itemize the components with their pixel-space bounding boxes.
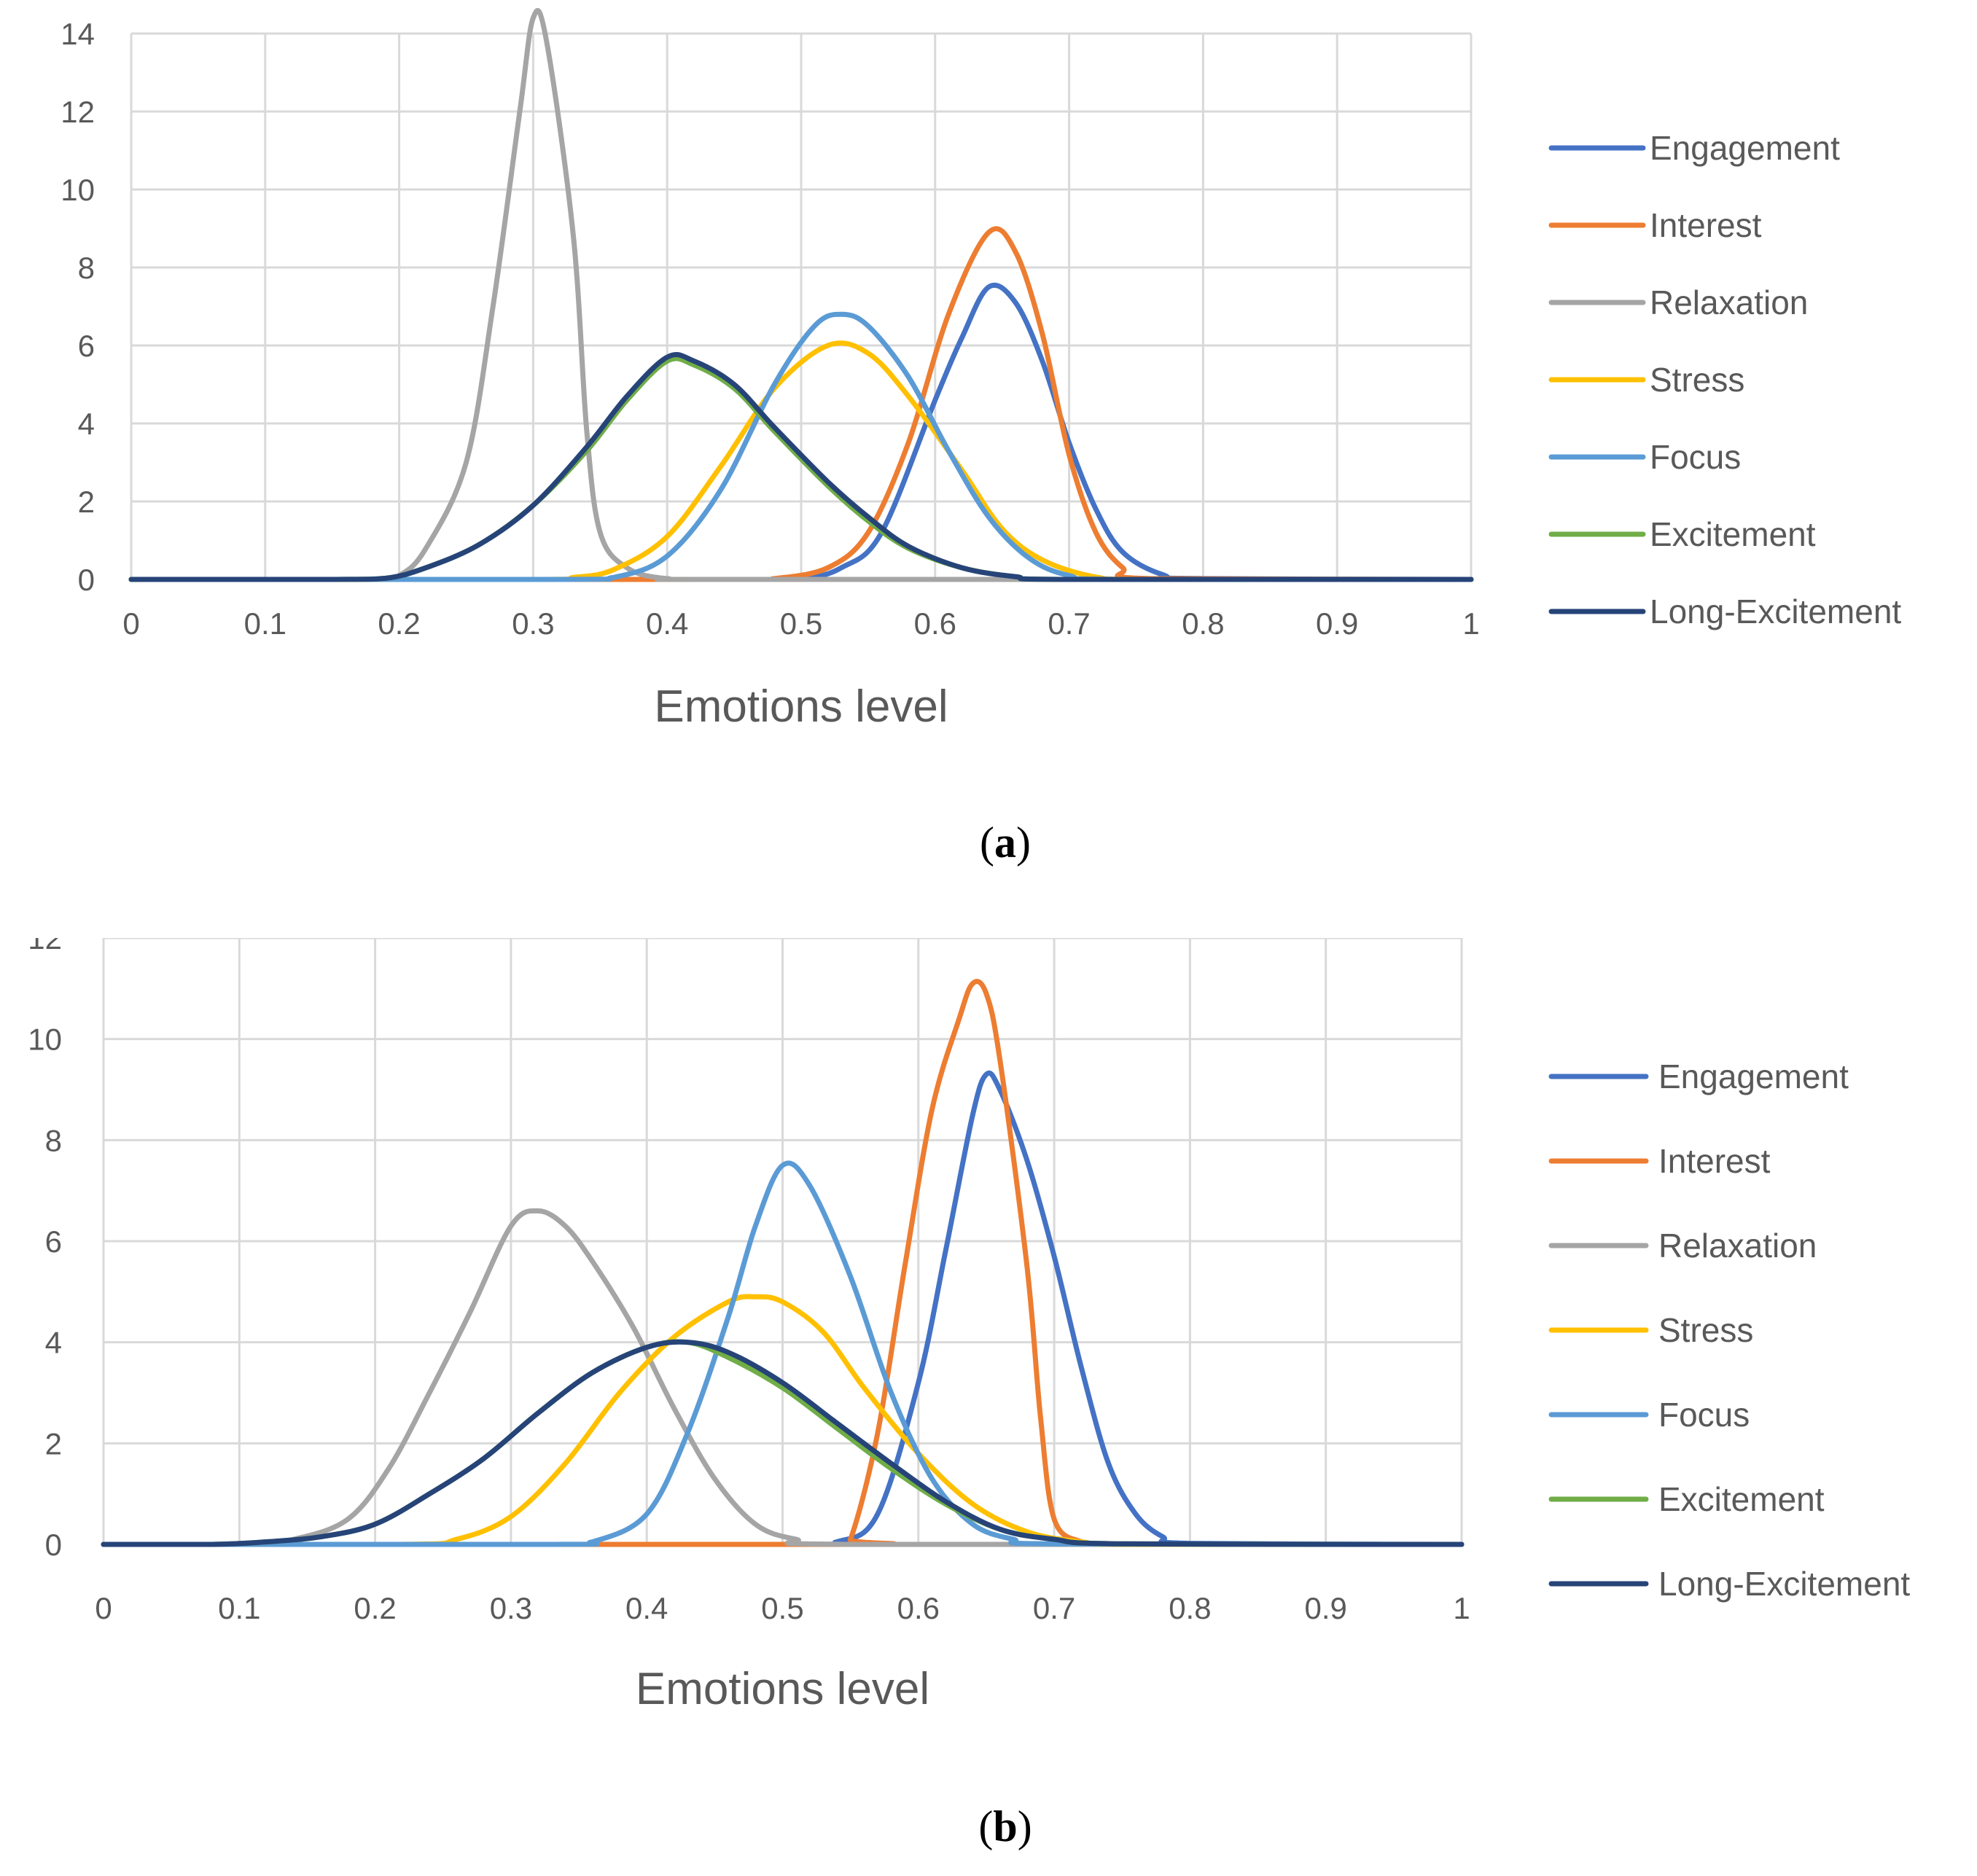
legend-label-long-excitement: Long-Excitement: [1658, 1565, 1910, 1603]
y-tick-label: 12: [61, 95, 95, 129]
x-tick-label: 1: [1453, 1591, 1470, 1625]
legend-label-relaxation: Relaxation: [1658, 1227, 1817, 1265]
series-line-long-excitement: [101, 1339, 1465, 1547]
panel-label-b: (b): [978, 1802, 1032, 1850]
chart-b: 0 0.1 0.2 0.3 0.4 0.5 0.6 0.7 0.8 0.9 1024681012Em…: [28, 938, 1910, 1714]
series-lines: [101, 979, 1465, 1547]
series-line-long-excitement: [128, 352, 1474, 582]
x-tick-label: 0.1: [244, 606, 286, 641]
x-tick-label: 0.8: [1169, 1591, 1211, 1625]
series-line-relaxation: [101, 1208, 1465, 1547]
y-tick-label: 2: [45, 1426, 62, 1461]
x-tick-label: 0.6: [914, 606, 956, 641]
legend-label-engagement: Engagement: [1650, 129, 1840, 167]
series-line-focus: [101, 1160, 1465, 1547]
x-tick-label: 0.2: [378, 606, 420, 641]
legend-label-long-excitement: Long-Excitement: [1650, 593, 1901, 630]
y-tick-label: 0: [45, 1528, 62, 1562]
legend-label-excitement: Excitement: [1658, 1480, 1825, 1518]
y-tick-label: 8: [45, 1123, 62, 1157]
chart-a: 0 0.1 0.2 0.3 0.4 0.5 0.6 0.7 0.8 0.9 102468101214…: [61, 8, 1901, 732]
y-tick-label: 6: [45, 1224, 62, 1259]
x-tick-label: 0.6: [897, 1591, 940, 1625]
x-tick-label: 1: [1462, 606, 1479, 641]
legend: Engagement Interest Relaxation Stress Focus E…: [1548, 129, 1901, 630]
x-tick-label: 0.2: [354, 1591, 396, 1625]
series-line-relaxation: [128, 8, 1474, 582]
gridlines: [102, 938, 1463, 1546]
x-tick-label: 0.7: [1033, 1591, 1075, 1625]
y-tick-label: 10: [61, 173, 95, 207]
x-axis-title: Emotions level: [636, 1664, 929, 1714]
x-tick-label: 0.7: [1048, 606, 1090, 641]
x-tick-label: 0.3: [512, 606, 554, 641]
x-tick-label: 0.5: [780, 606, 822, 641]
y-tick-label: 2: [78, 485, 95, 519]
gridlines: [130, 32, 1473, 581]
y-tick-label: 4: [45, 1326, 62, 1360]
y-tick-label: 12: [28, 938, 62, 955]
y-tick-label: 4: [78, 407, 95, 441]
legend-label-focus: Focus: [1658, 1396, 1750, 1434]
x-tick-label: 0: [122, 606, 139, 641]
legend-label-engagement: Engagement: [1658, 1058, 1849, 1095]
x-tick-label: 0.9: [1305, 1591, 1347, 1625]
y-tick-label: 0: [78, 563, 95, 597]
legend-label-interest: Interest: [1650, 206, 1762, 244]
legend-label-relaxation: Relaxation: [1650, 284, 1808, 321]
x-tick-label: 0.5: [761, 1591, 803, 1625]
y-tick-label: 6: [78, 329, 95, 363]
y-tick-label: 14: [61, 17, 95, 51]
x-tick-label: 0.1: [218, 1591, 260, 1625]
x-axis-title: Emotions level: [654, 681, 948, 732]
panel-label-a: (a): [980, 818, 1031, 867]
legend-label-stress: Stress: [1650, 361, 1744, 399]
legend-label-stress: Stress: [1658, 1311, 1753, 1349]
series-lines: [128, 8, 1474, 582]
y-tick-label: 10: [28, 1023, 62, 1057]
x-tick-label: 0.9: [1316, 606, 1358, 641]
x-tick-label: 0.4: [625, 1591, 668, 1625]
y-tick-label: 8: [78, 251, 95, 285]
x-tick-label: 0.4: [646, 606, 688, 641]
legend-label-focus: Focus: [1650, 438, 1741, 476]
legend: Engagement Interest Relaxation Stress Focus E…: [1548, 1058, 1910, 1603]
legend-label-excitement: Excitement: [1650, 515, 1816, 553]
x-tick-label: 0: [95, 1591, 112, 1625]
x-tick-label: 0.3: [490, 1591, 532, 1625]
x-tick-label: 0.8: [1182, 606, 1224, 641]
legend-label-interest: Interest: [1658, 1142, 1771, 1180]
